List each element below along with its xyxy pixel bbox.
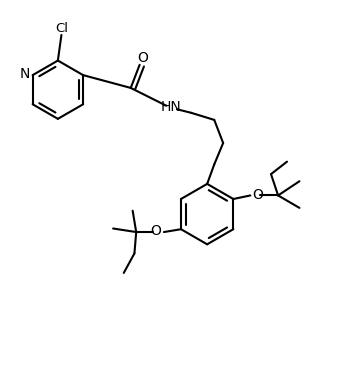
Text: Cl: Cl <box>56 22 69 35</box>
Text: N: N <box>19 67 30 81</box>
Text: HN: HN <box>161 100 181 115</box>
Text: O: O <box>151 224 162 238</box>
Text: O: O <box>252 188 263 202</box>
Text: O: O <box>137 52 148 65</box>
